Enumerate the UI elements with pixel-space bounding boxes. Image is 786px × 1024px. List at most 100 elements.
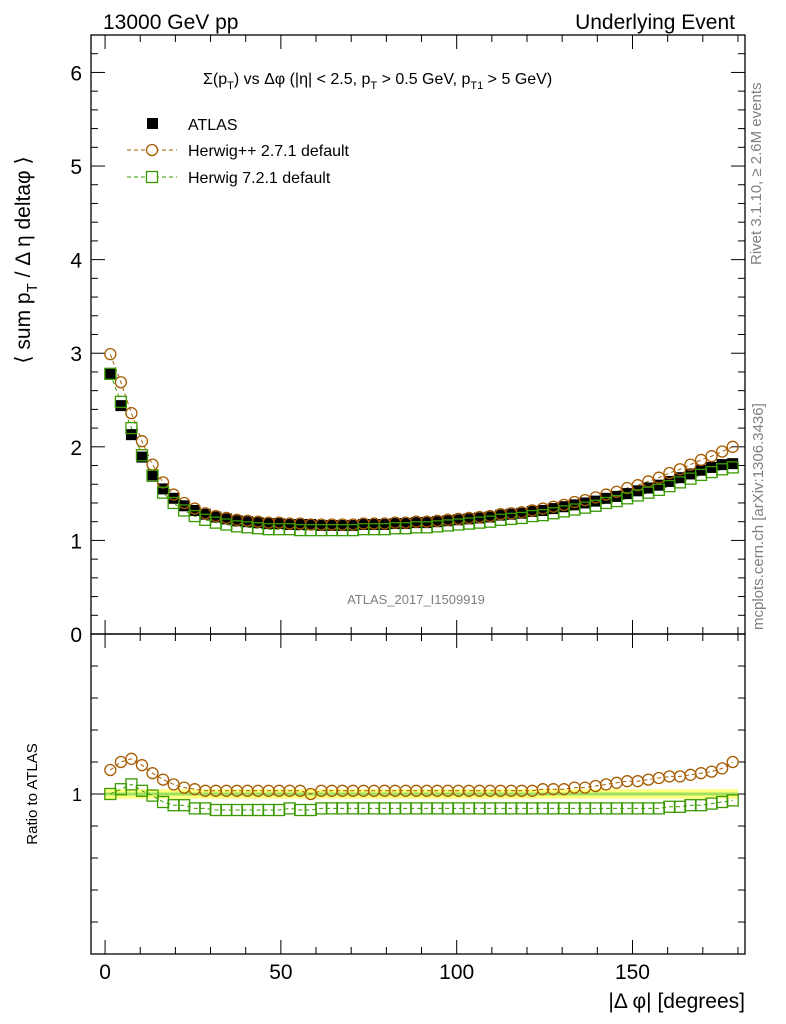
atlas-point bbox=[115, 400, 127, 412]
ratio-y-tick-label: 1 bbox=[72, 785, 82, 805]
legend-herwig7-label: Herwig 7.2.1 default bbox=[188, 170, 331, 187]
herwigpp-point bbox=[589, 491, 602, 504]
herwigpp-point bbox=[178, 496, 191, 510]
atlas-point bbox=[326, 519, 338, 531]
herwigpp-point bbox=[209, 509, 222, 523]
herwig7-point bbox=[146, 469, 159, 482]
atlas-point bbox=[526, 505, 538, 517]
herwigpp-point bbox=[547, 500, 560, 513]
ratio-herwig7-line bbox=[110, 783, 733, 811]
atlas-point bbox=[347, 519, 359, 531]
atlas-point bbox=[379, 518, 391, 530]
herwigpp-point bbox=[125, 406, 138, 420]
atlas-point bbox=[125, 429, 137, 441]
atlas-point bbox=[284, 518, 296, 530]
atlas-point bbox=[168, 492, 180, 504]
herwigpp-point bbox=[610, 485, 623, 498]
herwigpp-point bbox=[104, 348, 117, 361]
analysis-label: ATLAS_2017_I1509919 bbox=[347, 592, 485, 607]
legend-atlas-marker bbox=[147, 118, 158, 129]
atlas-point bbox=[590, 495, 602, 507]
atlas-point bbox=[336, 519, 348, 531]
atlas-point bbox=[716, 459, 728, 471]
herwigpp-point bbox=[642, 475, 655, 488]
herwigpp-point bbox=[220, 511, 233, 525]
legend-herwigpp-marker bbox=[145, 143, 159, 157]
atlas-point bbox=[368, 518, 380, 530]
atlas-point bbox=[389, 518, 401, 530]
herwigpp-point bbox=[694, 453, 708, 467]
herwigpp-point bbox=[557, 498, 571, 511]
ratio-herwigpp-point bbox=[156, 773, 170, 786]
herwig7-point bbox=[104, 367, 117, 380]
atlas-point bbox=[579, 497, 591, 509]
atlas-point bbox=[442, 515, 454, 527]
y-tick-label: 3 bbox=[70, 343, 82, 366]
herwigpp-line bbox=[109, 354, 733, 525]
atlas-point bbox=[600, 492, 612, 504]
ratio-band bbox=[105, 789, 738, 799]
herwigpp-point bbox=[652, 471, 666, 484]
ratio-herwigpp-point bbox=[114, 755, 128, 769]
herwigpp-point bbox=[599, 488, 613, 501]
herwigpp-point bbox=[621, 481, 634, 495]
herwigpp-point bbox=[715, 445, 729, 458]
ratio-herwig7-point bbox=[146, 789, 159, 802]
atlas-point bbox=[568, 499, 580, 511]
mcplots-label: mcplots.cern.ch [arXiv:1306.3436] bbox=[750, 403, 767, 630]
atlas-point bbox=[147, 469, 159, 481]
herwigpp-point bbox=[241, 514, 254, 527]
ratio-herwigpp-point bbox=[599, 778, 613, 791]
atlas-point bbox=[136, 451, 148, 463]
herwigpp-point bbox=[578, 494, 592, 507]
ratio-herwigpp-point bbox=[146, 767, 159, 780]
atlas-point bbox=[495, 509, 507, 521]
atlas-point bbox=[358, 518, 369, 530]
atlas-point bbox=[685, 468, 696, 480]
herwigpp-point bbox=[705, 450, 718, 463]
legend-herwigpp-label: Herwig++ 2.7.1 default bbox=[188, 143, 350, 160]
ratio-herwig7-point bbox=[125, 778, 138, 791]
y-tick-label: 0 bbox=[70, 624, 82, 647]
atlas-point bbox=[547, 503, 559, 515]
herwigpp-point bbox=[262, 516, 275, 529]
atlas-point bbox=[484, 511, 496, 523]
x-tick-label: 50 bbox=[269, 961, 292, 984]
herwigpp-point bbox=[167, 488, 180, 501]
atlas-point bbox=[558, 501, 570, 513]
atlas-point bbox=[706, 461, 718, 473]
herwigpp-point bbox=[684, 458, 697, 471]
atlas-point bbox=[727, 458, 739, 470]
herwigpp-point bbox=[673, 463, 687, 476]
legend: ATLAS Herwig++ 2.7.1 default Herwig 7.2.… bbox=[127, 117, 350, 187]
atlas-point bbox=[695, 464, 707, 476]
atlas-point bbox=[653, 479, 665, 491]
atlas-point bbox=[400, 518, 412, 530]
legend-herwig7-marker bbox=[145, 170, 159, 184]
herwigpp-point bbox=[230, 513, 244, 526]
herwigpp-point bbox=[294, 517, 307, 530]
herwigpp-point bbox=[663, 466, 676, 480]
ratio-herwigpp-point bbox=[726, 755, 739, 769]
herwig7-point bbox=[167, 496, 180, 510]
ratio-herwig7-point bbox=[283, 802, 296, 815]
atlas-point bbox=[674, 472, 686, 484]
atlas-point bbox=[463, 513, 475, 525]
atlas-point bbox=[642, 482, 654, 494]
axis-ticks: 0 50 100 150 0 1 2 3 4 5 6 1 bbox=[70, 34, 745, 984]
herwig7-line bbox=[109, 373, 733, 531]
herwigpp-point bbox=[568, 495, 581, 509]
herwig7-point bbox=[156, 486, 170, 499]
atlas-point bbox=[611, 490, 623, 502]
herwigpp-point bbox=[156, 476, 170, 489]
herwigpp-point bbox=[251, 515, 265, 528]
herwigpp-point bbox=[188, 502, 201, 515]
herwigpp-point bbox=[199, 507, 212, 520]
atlas-point bbox=[663, 475, 675, 487]
atlas-point bbox=[104, 368, 116, 380]
herwigpp-point bbox=[631, 479, 644, 492]
y-tick-label: 2 bbox=[70, 437, 82, 460]
legend-atlas-label: ATLAS bbox=[188, 117, 238, 134]
herwig7-point bbox=[125, 421, 138, 435]
y-tick-label: 1 bbox=[70, 530, 82, 553]
